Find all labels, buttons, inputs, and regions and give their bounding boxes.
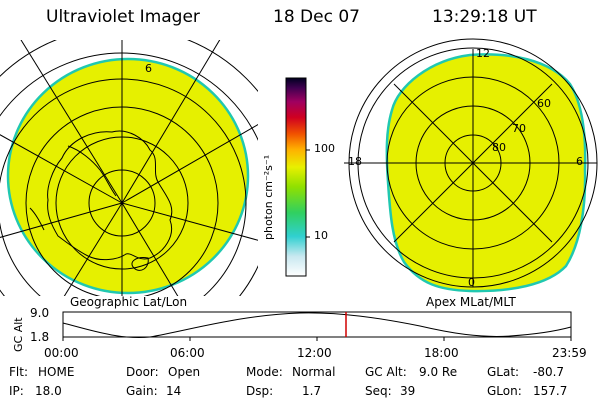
mlat-label-60: 60 xyxy=(537,97,551,110)
ip-value: 18.0 xyxy=(35,384,62,398)
altitude-xtick-0600: 06:00 xyxy=(170,346,205,360)
gain-label: Gain: xyxy=(126,384,158,398)
altitude-ylabel: GC Alt xyxy=(12,317,25,352)
mlt-label-6: 6 xyxy=(576,155,583,168)
mlt-label-18: 18 xyxy=(348,155,362,168)
apex-caption: Apex MLat/MLT xyxy=(426,295,516,309)
colorbar-tick-10: 10 xyxy=(314,229,328,242)
altitude-xtick-0000: 00:00 xyxy=(44,346,79,360)
mode-value: Normal xyxy=(292,365,336,379)
mlat-label-70: 70 xyxy=(512,122,526,135)
glat-value: -80.7 xyxy=(533,365,565,379)
glat-label: GLat: xyxy=(487,365,520,379)
altitude-plot xyxy=(62,311,572,341)
altitude-curve xyxy=(62,312,572,339)
seq-label: Seq: xyxy=(365,384,392,398)
gain-value: 14 xyxy=(166,384,182,398)
ip-label: IP: xyxy=(9,384,24,398)
glon-label: GLon: xyxy=(487,384,522,398)
svg-text:6: 6 xyxy=(145,62,152,75)
mlat-label-80: 80 xyxy=(492,141,506,154)
altitude-xtick-1800: 18:00 xyxy=(424,346,459,360)
gcalt-value: 9.0 Re xyxy=(419,365,458,379)
flt-label: Flt: xyxy=(9,365,28,379)
altitude-xtick-1200: 12:00 xyxy=(297,346,332,360)
glon-value: 157.7 xyxy=(533,384,568,398)
geographic-map: 6 xyxy=(0,40,258,296)
dsp-label: Dsp: xyxy=(246,384,274,398)
time-label: 13:29:18 UT xyxy=(432,7,537,27)
colorbar-scale xyxy=(285,77,307,277)
door-label: Door: xyxy=(126,365,159,379)
uv-image-left xyxy=(6,57,250,295)
dsp-value: 1.7 xyxy=(302,384,322,398)
altitude-ytick-min: 1.8 xyxy=(30,330,50,344)
colorbar-tick-100: 100 xyxy=(314,142,335,155)
mlt-label-0: 0 xyxy=(468,276,475,289)
instrument-title: Ultraviolet Imager xyxy=(46,7,200,27)
uv-image-right xyxy=(385,53,587,293)
seq-value: 39 xyxy=(400,384,416,398)
date-label: 18 Dec 07 xyxy=(273,7,360,27)
gcalt-label: GC Alt: xyxy=(365,365,407,379)
altitude-ytick-max: 9.0 xyxy=(30,306,50,320)
colorbar-unit-label: photon cm⁻²s⁻¹ xyxy=(262,154,275,240)
mlt-label-12: 12 xyxy=(476,47,490,60)
geographic-caption: Geographic Lat/Lon xyxy=(70,295,188,309)
colorbar xyxy=(285,77,310,277)
flt-value: HOME xyxy=(38,365,75,379)
altitude-xtick-2359: 23:59 xyxy=(552,346,587,360)
door-value: Open xyxy=(168,365,201,379)
apex-map xyxy=(344,38,598,293)
mode-label: Mode: xyxy=(246,365,283,379)
